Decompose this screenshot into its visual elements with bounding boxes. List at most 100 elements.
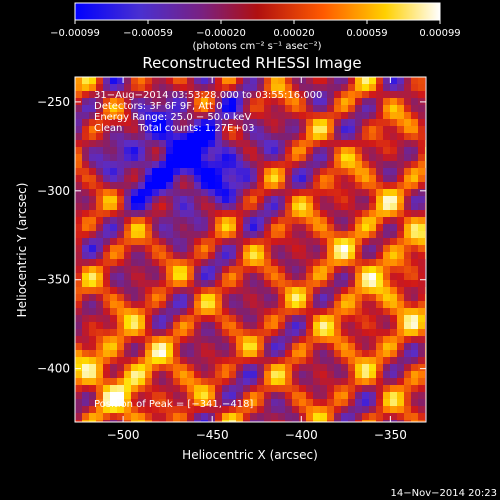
heatmap-cell — [117, 413, 124, 420]
heatmap-cell — [201, 231, 208, 238]
heatmap-cell — [173, 413, 180, 420]
heatmap-cell — [145, 126, 152, 133]
heatmap-cell — [390, 112, 397, 119]
heatmap-cell — [201, 133, 208, 140]
heatmap-cell — [159, 392, 166, 399]
heatmap-cell — [166, 420, 173, 422]
heatmap-cell — [96, 238, 103, 245]
heatmap-cell — [243, 280, 250, 287]
heatmap-cell — [222, 385, 229, 392]
heatmap-cell — [208, 119, 215, 126]
heatmap-cell — [152, 210, 159, 217]
heatmap-cell — [313, 119, 320, 126]
heatmap-cell — [313, 126, 320, 133]
heatmap-cell — [229, 161, 236, 168]
heatmap-cell — [222, 105, 229, 112]
heatmap-cell — [327, 336, 334, 343]
heatmap-cell — [243, 357, 250, 364]
heatmap-cell — [334, 336, 341, 343]
heatmap-cell — [397, 420, 404, 422]
heatmap-cell — [89, 399, 96, 406]
heatmap-cell — [173, 378, 180, 385]
heatmap-cell — [208, 203, 215, 210]
heatmap-cell — [376, 364, 383, 371]
heatmap-cell — [236, 112, 243, 119]
heatmap-cell — [271, 392, 278, 399]
heatmap-cell — [397, 315, 404, 322]
heatmap-cell — [383, 161, 390, 168]
plot-frame — [74, 76, 427, 423]
heatmap-cell — [208, 182, 215, 189]
heatmap-cell — [131, 280, 138, 287]
heatmap-cell — [159, 280, 166, 287]
heatmap-cell — [243, 91, 250, 98]
heatmap-cell — [411, 168, 418, 175]
heatmap-cell — [215, 231, 222, 238]
heatmap-cell — [96, 147, 103, 154]
heatmap-cell — [411, 343, 418, 350]
heatmap-cell — [243, 119, 250, 126]
heatmap-cell — [180, 126, 187, 133]
heatmap-cell — [152, 189, 159, 196]
heatmap-cell — [383, 273, 390, 280]
heatmap-cell — [278, 357, 285, 364]
heatmap-cell — [313, 287, 320, 294]
heatmap-cell — [306, 350, 313, 357]
heatmap-cell — [271, 343, 278, 350]
heatmap-cell — [313, 308, 320, 315]
heatmap-cell — [306, 91, 313, 98]
heatmap-cell — [222, 203, 229, 210]
heatmap-cell — [306, 182, 313, 189]
heatmap-cell — [369, 399, 376, 406]
heatmap-cell — [257, 357, 264, 364]
heatmap-cell — [264, 196, 271, 203]
heatmap-cell — [348, 252, 355, 259]
heatmap-cell — [166, 182, 173, 189]
heatmap-cell — [411, 210, 418, 217]
heatmap-cell — [222, 273, 229, 280]
heatmap-cell — [103, 350, 110, 357]
heatmap-cell — [271, 210, 278, 217]
heatmap-cell — [82, 259, 89, 266]
heatmap-cell — [341, 266, 348, 273]
heatmap-cell — [348, 147, 355, 154]
heatmap-cell — [96, 406, 103, 413]
heatmap-cell — [383, 266, 390, 273]
heatmap-cell — [201, 336, 208, 343]
heatmap-cell — [187, 378, 194, 385]
colorbar-ticks — [74, 20, 441, 24]
heatmap-cell — [208, 98, 215, 105]
heatmap-cell — [292, 406, 299, 413]
heatmap-cell — [369, 259, 376, 266]
heatmap-cell — [292, 161, 299, 168]
heatmap-cell — [236, 224, 243, 231]
heatmap-cell — [96, 308, 103, 315]
heatmap-cell — [236, 168, 243, 175]
heatmap-cell — [250, 308, 257, 315]
heatmap-cell — [404, 203, 411, 210]
heatmap-cell — [124, 273, 131, 280]
heatmap-cell — [75, 133, 82, 140]
heatmap-cell — [299, 245, 306, 252]
heatmap-cell — [320, 84, 327, 91]
heatmap-cell — [327, 301, 334, 308]
heatmap-cell — [75, 84, 82, 91]
heatmap-cell — [103, 112, 110, 119]
heatmap-cell — [180, 385, 187, 392]
heatmap-cell — [222, 413, 229, 420]
heatmap-cell — [131, 189, 138, 196]
heatmap-cell — [229, 119, 236, 126]
heatmap-cell — [341, 189, 348, 196]
heatmap-cell — [110, 420, 117, 422]
heatmap-cell — [194, 189, 201, 196]
heatmap-cell — [250, 182, 257, 189]
heatmap-cell — [152, 196, 159, 203]
heatmap-cell — [348, 357, 355, 364]
heatmap-cell — [285, 273, 292, 280]
heatmap-cell — [75, 343, 82, 350]
heatmap-cell — [292, 280, 299, 287]
heatmap-cell — [411, 385, 418, 392]
heatmap-cell — [166, 168, 173, 175]
heatmap-cell — [222, 392, 229, 399]
